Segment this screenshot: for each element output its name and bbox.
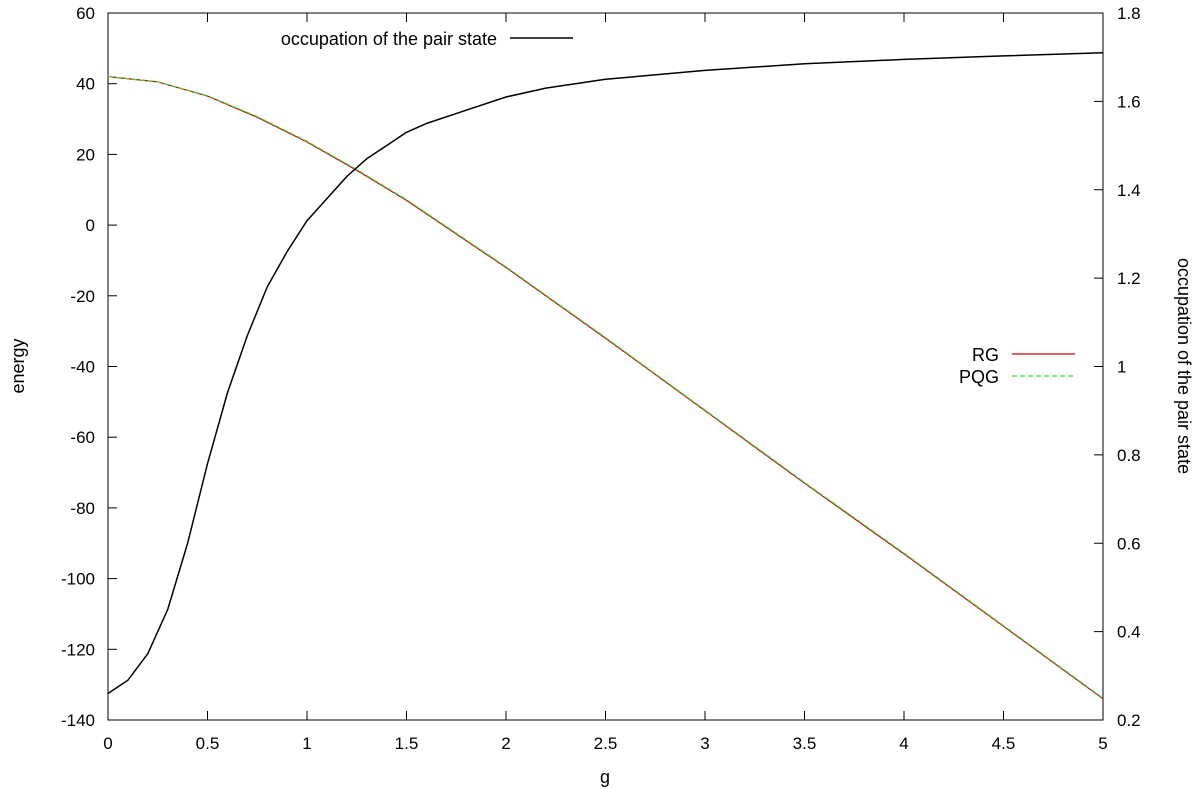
y-right-tick-label: 0.8 [1117, 446, 1141, 465]
y-left-tick-label: -140 [61, 711, 95, 730]
plot-frame [107, 12, 1104, 721]
x-tick-label: 5 [1098, 734, 1107, 753]
series-line-rg [107, 76, 1104, 700]
y-left-tick-label: -120 [61, 640, 95, 659]
y-right-tick-label: 1.4 [1117, 181, 1141, 200]
y-left-tick-label: -80 [70, 499, 95, 518]
x-tick-label: 2 [501, 734, 510, 753]
y-right-tick-label: 1.2 [1117, 269, 1141, 288]
legend-rg-label: RG [972, 345, 999, 365]
legend-occupation-label: occupation of the pair state [281, 29, 497, 49]
y-left-tick-label: 40 [76, 75, 95, 94]
y-axis-right-label: occupation of the pair state [1174, 258, 1194, 474]
x-tick-label: 4.5 [992, 734, 1016, 753]
y-left-tick-label: -40 [70, 358, 95, 377]
x-tick-label: 4 [899, 734, 908, 753]
y-left-tick-label: 20 [76, 145, 95, 164]
y-left-tick-label: 0 [86, 216, 95, 235]
legend-rg-pqg: RG PQG [959, 345, 1075, 387]
legend-pqg-label: PQG [959, 367, 999, 387]
series-line-occupation-of-the-pair-state [107, 52, 1104, 695]
x-tick-label: 0.5 [196, 734, 220, 753]
y-left-tick-label: -20 [70, 287, 95, 306]
y-right-tick-label: 1 [1117, 358, 1126, 377]
x-tick-label: 1.5 [395, 734, 419, 753]
x-tick-label: 3 [700, 734, 709, 753]
y-right-tick-label: 0.6 [1117, 534, 1141, 553]
y-right-tick-label: 1.8 [1117, 4, 1141, 23]
x-tick-label: 0 [103, 734, 112, 753]
x-tick-label: 2.5 [594, 734, 618, 753]
y-left-tick-label: 60 [76, 4, 95, 23]
y-left-tick-label: -60 [70, 428, 95, 447]
y-right-tick-label: 0.4 [1117, 623, 1141, 642]
y-left-tick-label: -100 [61, 570, 95, 589]
y-right-tick-label: 0.2 [1117, 711, 1141, 730]
ticks: 0 0.5 1 1.5 2 2.5 3 3.5 4 4.5 5 60 40 20 0 -20 -40 -60 -80… [61, 4, 1141, 753]
x-axis-label: g [600, 767, 610, 787]
y-right-tick-label: 1.6 [1117, 92, 1141, 111]
series-lines [107, 52, 1104, 700]
x-tick-label: 3.5 [793, 734, 817, 753]
series-line-pqg [107, 76, 1104, 699]
legend-occupation: occupation of the pair state [281, 29, 573, 49]
x-tick-label: 1 [302, 734, 311, 753]
y-axis-left-label: energy [8, 338, 28, 393]
